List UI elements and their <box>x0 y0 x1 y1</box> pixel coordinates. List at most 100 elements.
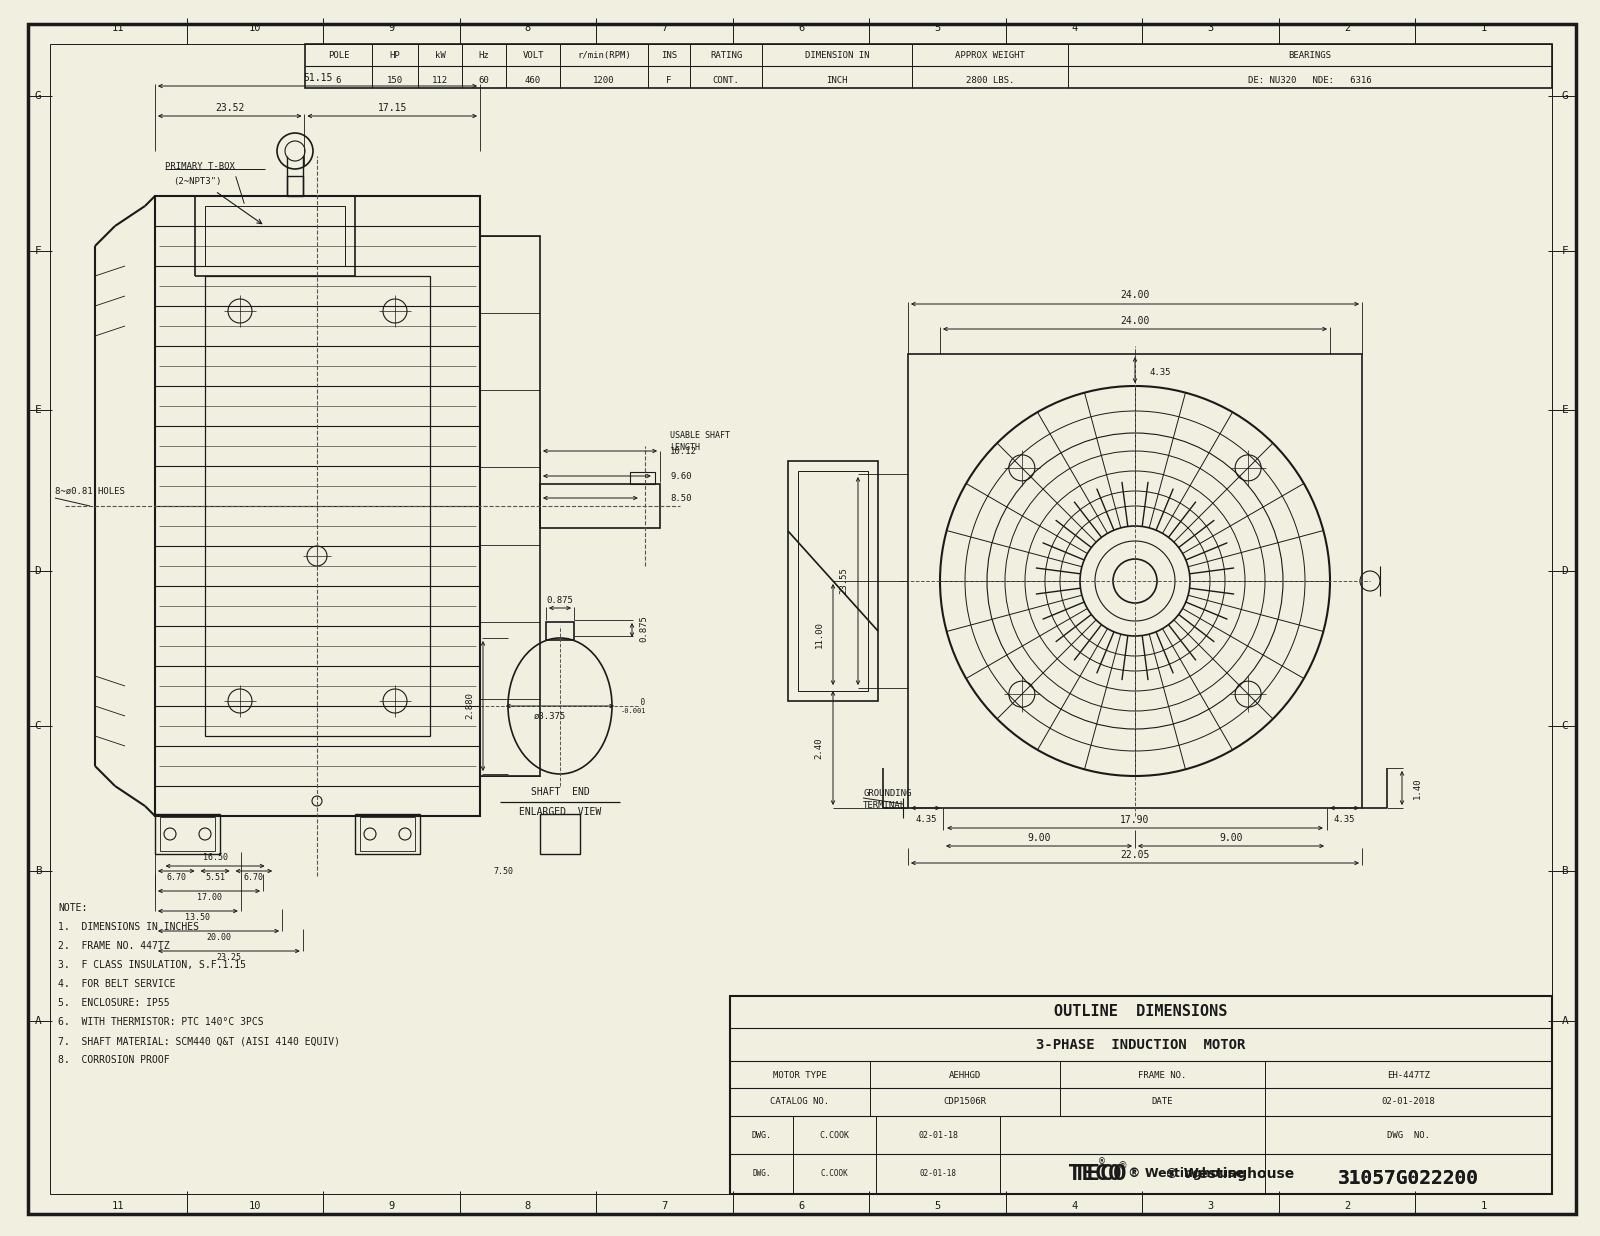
Text: kW: kW <box>435 51 445 59</box>
Text: RATING: RATING <box>710 51 742 59</box>
Text: 02-01-18: 02-01-18 <box>920 1169 957 1178</box>
Text: 20.00: 20.00 <box>206 933 230 943</box>
Text: 31057G022200: 31057G022200 <box>1338 1168 1478 1188</box>
Text: AEHHGD: AEHHGD <box>949 1070 981 1079</box>
Bar <box>541 485 661 528</box>
Text: EH-447TZ: EH-447TZ <box>1387 1070 1430 1079</box>
Text: 23.55: 23.55 <box>840 567 848 595</box>
Text: 7: 7 <box>661 23 667 33</box>
Text: 9: 9 <box>389 23 395 33</box>
Text: 24.00: 24.00 <box>1120 316 1150 326</box>
Text: TECO: TECO <box>1069 1164 1122 1184</box>
Text: 3: 3 <box>1208 1201 1214 1211</box>
Text: A: A <box>1562 1016 1568 1026</box>
FancyArrowPatch shape <box>235 177 245 204</box>
Text: 11.00: 11.00 <box>814 620 824 648</box>
Text: 1: 1 <box>1480 1201 1486 1211</box>
Text: 4.  FOR BELT SERVICE: 4. FOR BELT SERVICE <box>58 979 176 989</box>
Text: 7.  SHAFT MATERIAL: SCM440 Q&T (AISI 4140 EQUIV): 7. SHAFT MATERIAL: SCM440 Q&T (AISI 4140… <box>58 1036 341 1046</box>
Text: 4: 4 <box>1070 23 1077 33</box>
Bar <box>789 461 878 701</box>
Text: 22.05: 22.05 <box>1120 850 1150 860</box>
Text: DATE: DATE <box>1152 1098 1173 1106</box>
Text: 2800 LBS.: 2800 LBS. <box>966 75 1014 84</box>
Text: 2: 2 <box>1344 1201 1350 1211</box>
Text: C.COOK: C.COOK <box>819 1131 850 1140</box>
Text: 6: 6 <box>798 1201 805 1211</box>
Text: BEARINGS: BEARINGS <box>1288 51 1331 59</box>
Text: 2.880: 2.880 <box>466 692 475 719</box>
Bar <box>541 815 581 854</box>
Text: 23.25: 23.25 <box>216 953 242 963</box>
Bar <box>630 472 654 485</box>
Text: 2.  FRAME NO. 447TZ: 2. FRAME NO. 447TZ <box>58 941 170 950</box>
Text: 51.15: 51.15 <box>302 73 333 83</box>
Text: 10: 10 <box>248 23 261 33</box>
Text: 8.  CORROSION PROOF: 8. CORROSION PROOF <box>58 1056 170 1065</box>
Bar <box>798 471 869 691</box>
Text: 23.52: 23.52 <box>214 103 245 112</box>
Text: PRIMARY T-BOX: PRIMARY T-BOX <box>165 162 235 171</box>
Text: -0.001: -0.001 <box>621 708 646 714</box>
Text: CDP1506R: CDP1506R <box>944 1098 987 1106</box>
Text: 112: 112 <box>432 75 448 84</box>
Text: E: E <box>1562 405 1568 415</box>
Text: C: C <box>35 721 42 730</box>
Text: DWG.: DWG. <box>752 1169 771 1178</box>
Bar <box>909 353 1362 808</box>
Text: VOLT: VOLT <box>522 51 544 59</box>
Text: 11: 11 <box>112 1201 125 1211</box>
Text: OUTLINE  DIMENSIONS: OUTLINE DIMENSIONS <box>1054 1005 1227 1020</box>
Text: 5.51: 5.51 <box>205 874 226 883</box>
Text: 60: 60 <box>478 75 490 84</box>
Text: 10: 10 <box>248 1201 261 1211</box>
Text: D: D <box>1562 566 1568 576</box>
Text: 6: 6 <box>336 75 341 84</box>
Text: NOTE:: NOTE: <box>58 904 88 913</box>
Text: TECO: TECO <box>1074 1164 1126 1184</box>
Text: ®: ® <box>1099 1156 1106 1166</box>
Text: 6.70: 6.70 <box>166 874 186 883</box>
Text: 24.00: 24.00 <box>1120 290 1150 300</box>
Text: DIMENSION IN: DIMENSION IN <box>805 51 869 59</box>
Text: ø3.375: ø3.375 <box>534 712 566 721</box>
Text: 0: 0 <box>622 697 645 707</box>
Text: DE: NU320   NDE:   6316: DE: NU320 NDE: 6316 <box>1248 75 1371 84</box>
Text: 6: 6 <box>798 23 805 33</box>
Bar <box>730 996 1552 1194</box>
Bar <box>355 815 421 854</box>
Text: B: B <box>35 866 42 876</box>
Text: 9.60: 9.60 <box>670 471 691 481</box>
Text: LENGTH: LENGTH <box>670 442 701 451</box>
Text: APPROX WEIGHT: APPROX WEIGHT <box>955 51 1026 59</box>
Text: 6.70: 6.70 <box>243 874 264 883</box>
Text: F: F <box>666 75 672 84</box>
Text: 150: 150 <box>387 75 403 84</box>
Text: 1200: 1200 <box>594 75 614 84</box>
Bar <box>306 44 1552 88</box>
Text: CATALOG NO.: CATALOG NO. <box>771 1098 829 1106</box>
Circle shape <box>1080 527 1190 637</box>
Text: ENLARGED  VIEW: ENLARGED VIEW <box>518 807 602 817</box>
Text: 1.40: 1.40 <box>1413 777 1421 798</box>
Text: INCH: INCH <box>826 75 848 84</box>
Text: ® Westinghouse: ® Westinghouse <box>1165 1167 1294 1182</box>
Text: r/min(RPM): r/min(RPM) <box>578 51 630 59</box>
Text: POLE: POLE <box>328 51 349 59</box>
Text: 2.40: 2.40 <box>814 737 824 759</box>
Text: ®: ® <box>1118 1161 1128 1170</box>
Text: 1.  DIMENSIONS IN INCHES: 1. DIMENSIONS IN INCHES <box>58 922 198 932</box>
Text: 4.35: 4.35 <box>1149 367 1171 377</box>
Text: 0.875: 0.875 <box>547 596 573 604</box>
Text: 9.00: 9.00 <box>1219 833 1243 843</box>
Text: 8: 8 <box>525 23 531 33</box>
Text: B: B <box>1562 866 1568 876</box>
Text: 31057G022200: 31057G022200 <box>1338 1168 1478 1188</box>
Text: TERMINAL: TERMINAL <box>862 801 906 811</box>
Text: 2: 2 <box>1344 23 1350 33</box>
Text: 10.12: 10.12 <box>670 446 698 456</box>
Text: 17.90: 17.90 <box>1120 815 1150 824</box>
Text: INS: INS <box>661 51 677 59</box>
Text: MOTOR TYPE: MOTOR TYPE <box>773 1070 827 1079</box>
Text: (2~NPT3"): (2~NPT3") <box>173 177 221 185</box>
